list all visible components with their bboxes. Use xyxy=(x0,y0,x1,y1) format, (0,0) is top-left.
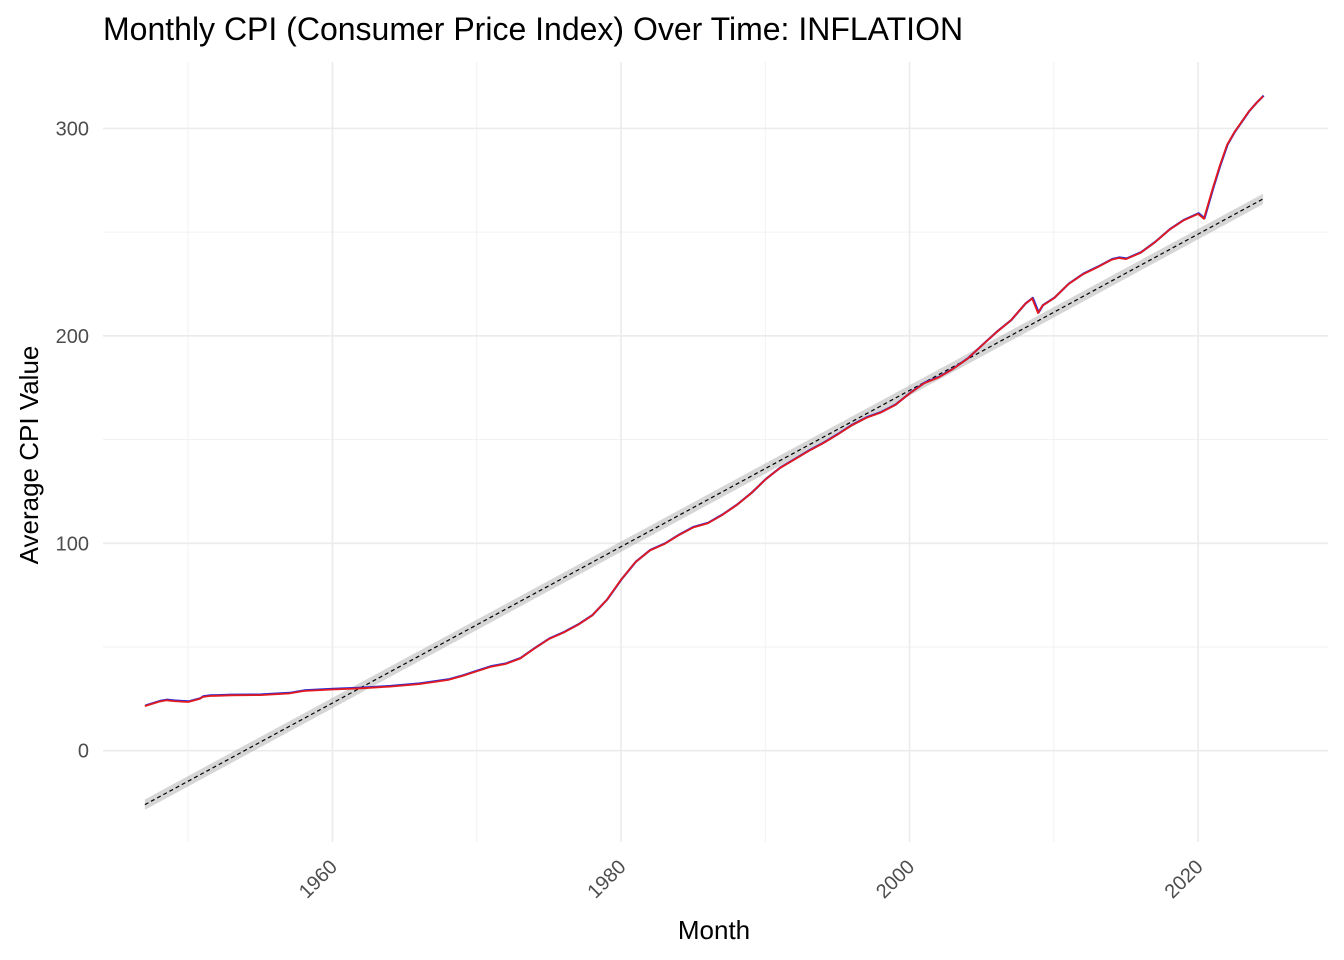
cpi-series-underlay xyxy=(145,94,1265,707)
y-tick-label: 0 xyxy=(78,741,89,763)
x-tick-label: 2000 xyxy=(872,856,919,903)
trend-confidence-band xyxy=(144,193,1264,810)
y-tick-label: 100 xyxy=(56,533,89,555)
cpi-series-line xyxy=(144,95,1264,707)
plot-marks xyxy=(144,94,1265,810)
y-tick-label: 300 xyxy=(56,118,89,140)
x-axis-title: Month xyxy=(678,915,750,945)
y-axis-tick-labels: 0 100 200 300 xyxy=(56,118,89,762)
y-axis-title: Average CPI Value xyxy=(14,346,44,565)
x-tick-label: 2020 xyxy=(1161,856,1208,903)
chart-title: Monthly CPI (Consumer Price Index) Over … xyxy=(103,11,963,47)
trend-line xyxy=(144,198,1264,806)
plot-grid xyxy=(103,62,1328,842)
x-tick-label: 1960 xyxy=(295,856,342,903)
x-axis-tick-labels: 1960 1980 2000 2020 xyxy=(295,856,1208,903)
y-tick-label: 200 xyxy=(56,326,89,348)
x-tick-label: 1980 xyxy=(584,856,631,903)
